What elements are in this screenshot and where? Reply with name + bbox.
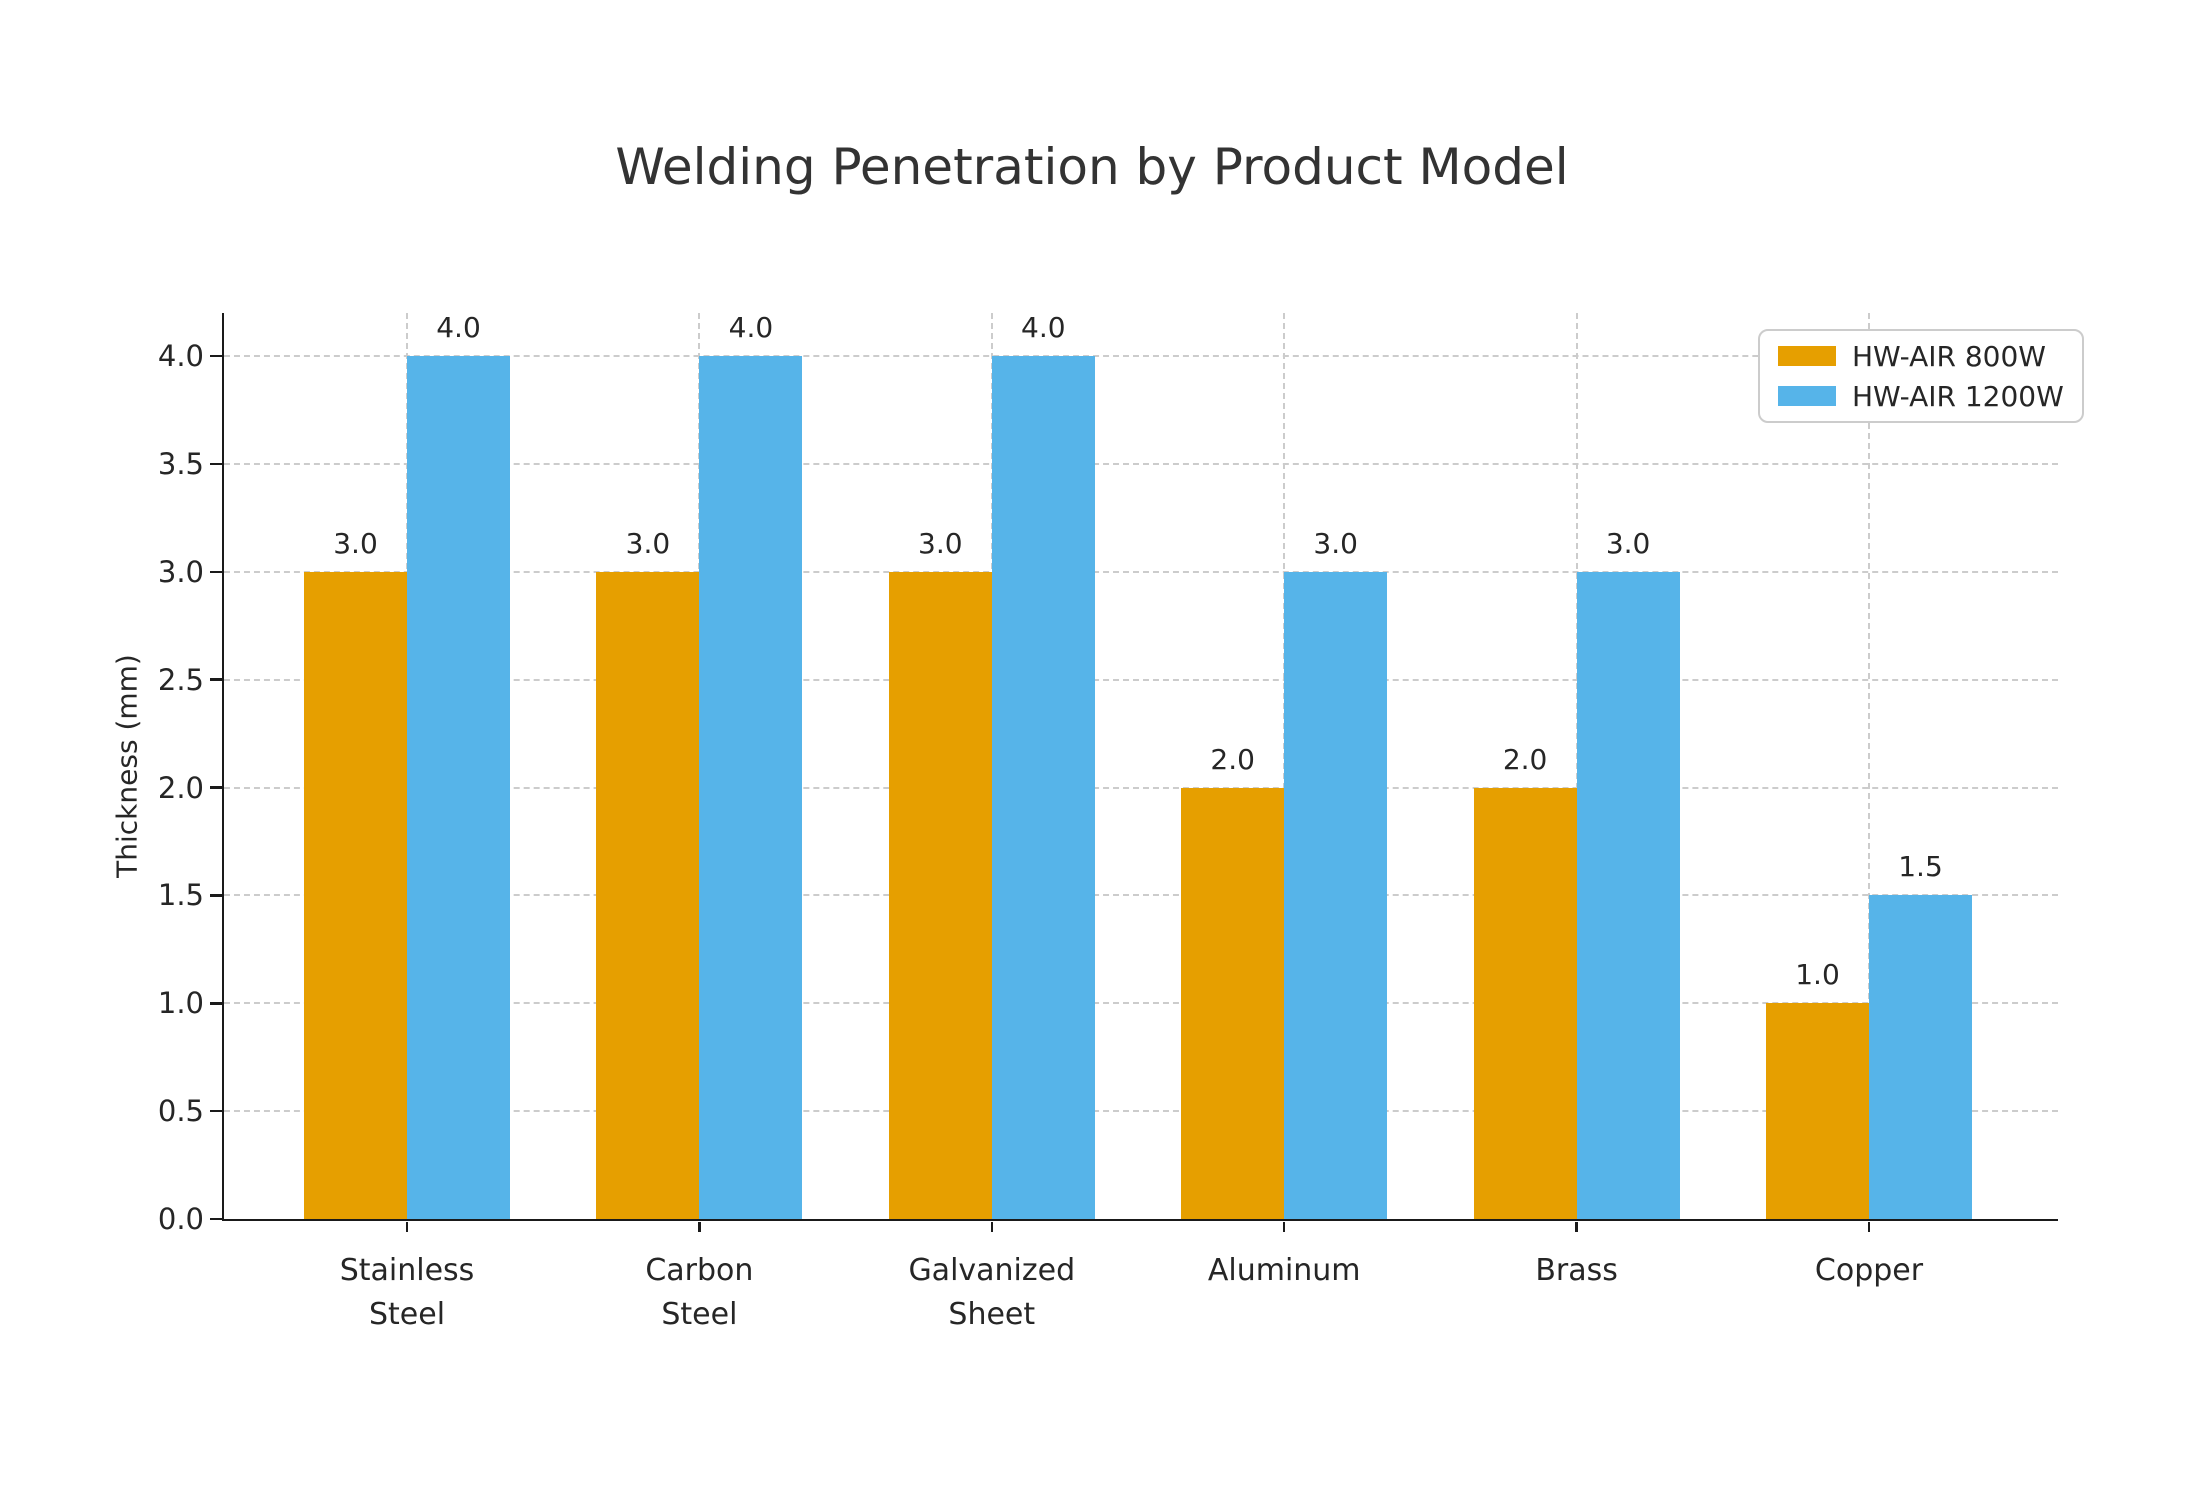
x-tick-mark <box>1867 1221 1871 1232</box>
x-tick-label-brass: Brass <box>1535 1253 1618 1288</box>
bar-value-label: 3.0 <box>1313 526 1358 560</box>
bar-value-label: 3.0 <box>333 526 378 560</box>
x-tick-mark <box>990 1221 994 1232</box>
y-tick-label: 2.0 <box>157 770 204 805</box>
gridline-horizontal <box>224 355 2058 358</box>
legend-item-hw-air-800w: HW-AIR 800W <box>1778 336 2064 376</box>
y-tick-mark <box>209 570 222 574</box>
x-tick-label-stainless-steel: Stainless Steel <box>339 1253 475 1332</box>
y-tick-mark <box>209 354 222 358</box>
bar-hw-air-1200w-brass <box>1576 571 1680 1219</box>
x-tick-label-galvanized-sheet: Galvanized Sheet <box>908 1253 1076 1332</box>
x-tick-mark <box>1575 1221 1578 1232</box>
bar-value-label: 4.0 <box>1021 311 1066 345</box>
y-tick-label: 1.0 <box>157 986 204 1021</box>
y-tick-mark <box>209 894 222 897</box>
x-tick-mark <box>405 1221 409 1232</box>
bar-value-label: 3.0 <box>918 526 963 560</box>
y-tick-mark <box>209 1002 222 1005</box>
bar-hw-air-800w-stainless-steel <box>304 571 407 1219</box>
gridline-horizontal <box>224 1002 2058 1005</box>
y-tick-mark <box>209 462 222 466</box>
bar-hw-air-1200w-copper <box>1869 895 1972 1219</box>
bar-value-label: 3.0 <box>625 526 671 560</box>
bar-hw-air-800w-aluminum <box>1181 787 1285 1219</box>
y-tick-mark <box>209 786 222 789</box>
y-tick-label: 0.5 <box>157 1094 204 1129</box>
legend-label-hw-air-1200w: HW-AIR 1200W <box>1852 379 2064 413</box>
y-tick-mark <box>209 678 222 681</box>
bar-value-label: 2.0 <box>1210 742 1255 776</box>
x-tick-label-aluminum: Aluminum <box>1207 1253 1361 1288</box>
gridline-horizontal <box>224 894 2058 897</box>
gridline-vertical <box>1868 313 1870 1219</box>
x-tick-label-copper: Copper <box>1814 1253 1924 1288</box>
bar-hw-air-1200w-aluminum <box>1284 571 1388 1219</box>
y-tick-label: 0.0 <box>157 1202 204 1236</box>
gridline-horizontal <box>224 1110 2058 1113</box>
y-tick-label: 3.5 <box>157 447 204 481</box>
bar-value-label: 1.5 <box>1898 850 1943 884</box>
y-tick-label: 3.0 <box>157 554 204 589</box>
bar-value-label: 2.0 <box>1502 742 1548 776</box>
gridline-horizontal <box>224 786 2058 789</box>
chart-title: Welding Penetration by Product Model <box>615 138 1569 196</box>
plot-area: 0.0 0.5 1.0 1.5 2.0 2.5 3.0 3.5 4.0 Stainless Ste… <box>158 311 2058 1332</box>
bar-hw-air-1200w-carbon-steel <box>699 356 803 1219</box>
bar-value-label: 4.0 <box>728 311 774 345</box>
bar-hw-air-1200w-stainless-steel <box>407 356 510 1219</box>
legend-item-hw-air-1200w: HW-AIR 1200W <box>1778 376 2064 416</box>
bar-hw-air-800w-copper <box>1766 1003 1869 1219</box>
gridline-horizontal <box>224 463 2058 465</box>
bar-value-label: 1.0 <box>1795 958 1840 992</box>
x-tick-mark <box>1282 1221 1286 1232</box>
y-tick-label: 2.5 <box>157 662 204 697</box>
legend-label-hw-air-800w: HW-AIR 800W <box>1852 339 2046 373</box>
bar-hw-air-800w-galvanized-sheet <box>888 571 992 1219</box>
bar-hw-air-800w-brass <box>1473 787 1577 1219</box>
y-tick-mark <box>209 1217 222 1221</box>
gridline-horizontal <box>224 570 2058 573</box>
x-tick-label-carbon-steel: Carbon Steel <box>645 1253 754 1332</box>
x-tick-mark <box>698 1221 701 1232</box>
legend: HW-AIR 800W HW-AIR 1200W <box>1758 329 2084 423</box>
bar-value-label: 3.0 <box>1605 526 1651 560</box>
y-tick-label: 1.5 <box>157 878 204 913</box>
y-tick-label: 4.0 <box>157 339 204 374</box>
bar-value-label: 4.0 <box>436 311 481 345</box>
gridline-horizontal <box>224 678 2058 681</box>
bar-hw-air-1200w-galvanized-sheet <box>991 356 1095 1219</box>
y-tick-mark <box>209 1109 222 1113</box>
legend-swatch-hw-air-800w <box>1778 346 1836 366</box>
bar-hw-air-800w-carbon-steel <box>596 571 700 1219</box>
legend-swatch-hw-air-1200w <box>1778 386 1836 406</box>
